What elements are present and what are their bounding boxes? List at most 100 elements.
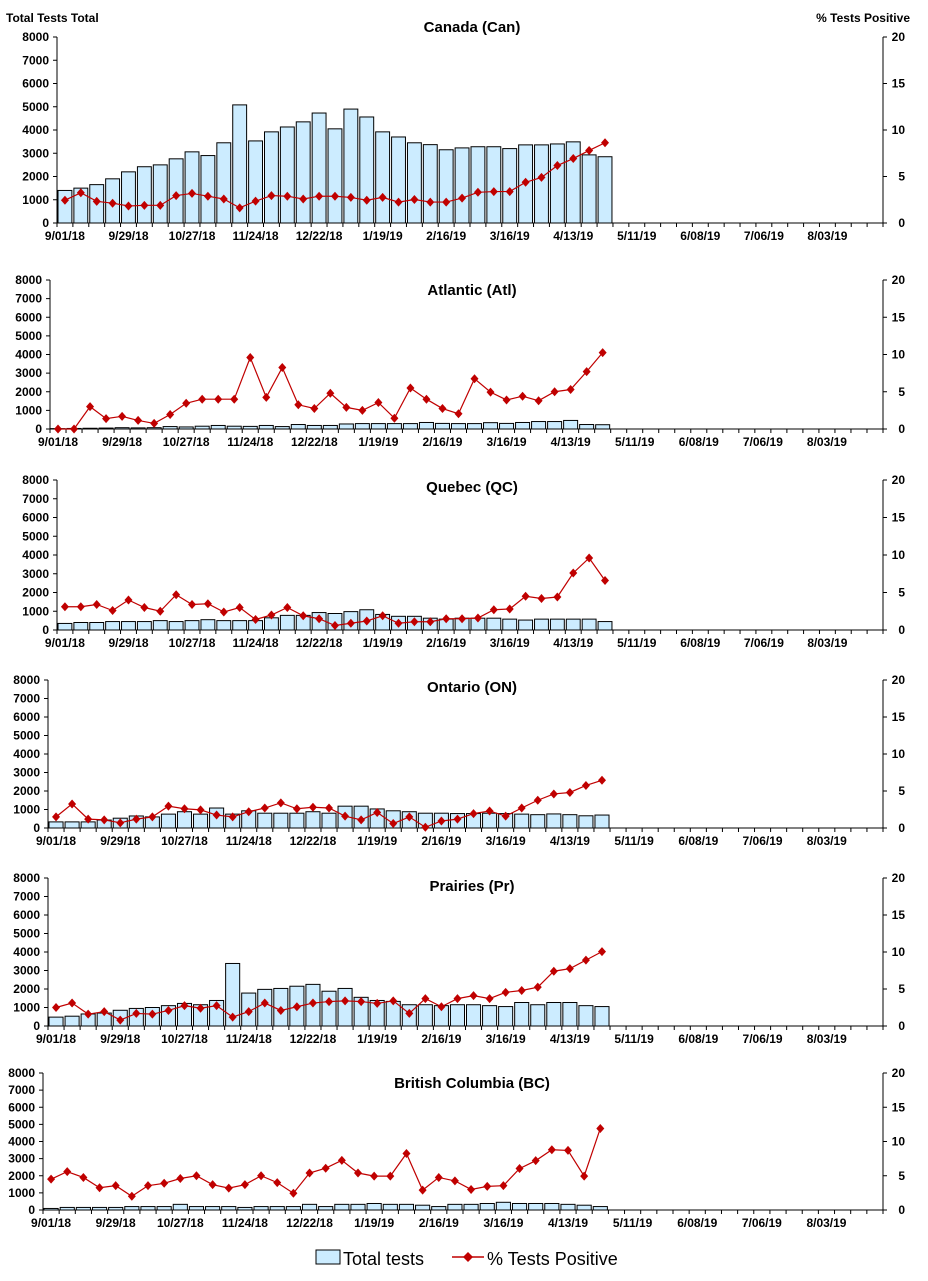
- y-tick-label-left: 6000: [22, 77, 49, 91]
- positivity-point: [148, 1009, 157, 1019]
- panel-title: British Columbia (BC): [394, 1075, 550, 1092]
- positivity-point: [140, 200, 149, 210]
- positivity-point: [92, 196, 101, 206]
- bar: [549, 143, 565, 224]
- x-tick-label: 5/11/19: [617, 636, 657, 650]
- y-tick-label-right: 5: [898, 1169, 905, 1183]
- positivity-point: [473, 613, 482, 623]
- x-tick-label: 9/01/18: [38, 435, 78, 449]
- legend-bar-swatch: [315, 1249, 341, 1265]
- positivity-point: [208, 1180, 217, 1190]
- bar: [301, 1203, 318, 1211]
- bar: [184, 151, 200, 224]
- positivity-point: [378, 611, 387, 621]
- positivity-point: [180, 804, 189, 814]
- panel-title: Prairies (Pr): [429, 878, 514, 895]
- positivity-point: [127, 1191, 136, 1201]
- positivity-point: [483, 1181, 492, 1191]
- positivity-point: [405, 1008, 414, 1018]
- bar: [417, 1004, 433, 1027]
- positivity-point: [518, 391, 527, 401]
- bar: [502, 148, 518, 224]
- positivity-point: [565, 964, 574, 974]
- bar: [482, 1005, 498, 1027]
- positivity-point: [198, 394, 207, 404]
- bar: [531, 421, 547, 430]
- bar: [184, 620, 200, 631]
- positivity-point: [144, 1181, 152, 1191]
- bar: [463, 1203, 479, 1211]
- positivity-point: [124, 201, 133, 211]
- x-tick-label: 3/16/19: [487, 435, 527, 449]
- positivity-point: [469, 809, 478, 819]
- y-tick-label-left: 6000: [8, 1100, 35, 1114]
- positivity-point: [374, 398, 383, 408]
- y-tick-label-right: 5: [898, 982, 905, 996]
- x-tick-label: 9/01/18: [45, 229, 85, 243]
- positivity-point: [299, 194, 308, 204]
- positivity-point: [453, 994, 462, 1004]
- y-tick-label-left: 8000: [13, 673, 40, 687]
- y-tick-label-right: 10: [892, 1135, 906, 1149]
- positivity-point: [176, 1173, 185, 1183]
- x-tick-label: 8/03/19: [806, 1216, 846, 1230]
- x-tick-label: 5/11/19: [614, 834, 654, 848]
- y-tick-label-left: 3000: [13, 964, 40, 978]
- positivity-point: [244, 1007, 253, 1017]
- bar: [305, 811, 321, 829]
- bar: [136, 166, 152, 224]
- bar: [375, 131, 391, 224]
- x-tick-label: 10/27/18: [161, 1032, 208, 1046]
- positivity-point: [95, 1183, 104, 1193]
- positivity-point: [601, 576, 610, 585]
- positivity-point: [549, 966, 558, 976]
- positivity-point: [422, 394, 431, 404]
- bar: [306, 424, 322, 430]
- y-tick-label-left: 0: [33, 821, 40, 835]
- positivity-point: [92, 600, 101, 609]
- y-tick-label-left: 2000: [15, 385, 42, 399]
- x-tick-label: 7/06/19: [743, 834, 783, 848]
- bar: [205, 1206, 221, 1211]
- y-tick-label-right: 20: [892, 473, 906, 487]
- y-tick-label-right: 5: [898, 170, 905, 184]
- positivity-point: [569, 154, 578, 164]
- y-tick-label-left: 7000: [8, 1083, 35, 1097]
- positivity-point: [251, 615, 260, 624]
- positivity-point: [100, 1007, 109, 1017]
- y-tick-label-left: 3000: [13, 766, 40, 780]
- positivity-point: [299, 611, 308, 621]
- positivity-point: [389, 996, 398, 1006]
- y-tick-label-right: 5: [898, 784, 905, 798]
- positivity-point: [534, 396, 543, 406]
- x-tick-label: 8/03/19: [807, 834, 847, 848]
- bar: [273, 812, 289, 829]
- bar: [549, 618, 565, 631]
- positivity-point: [362, 616, 371, 626]
- left-axis-title: Total Tests Total: [6, 11, 99, 25]
- positivity-point: [326, 388, 335, 398]
- x-tick-label: 4/13/19: [550, 1032, 590, 1046]
- y-tick-label-left: 5000: [22, 529, 49, 543]
- legend-line-label: % Tests Positive: [487, 1249, 618, 1269]
- x-tick-label: 9/29/18: [102, 435, 142, 449]
- right-axis-title: % Tests Positive: [816, 11, 910, 25]
- positivity-point: [84, 814, 93, 824]
- bar: [334, 1203, 350, 1211]
- y-tick-label-left: 1000: [13, 803, 40, 817]
- bar: [514, 813, 530, 829]
- positivity-point: [394, 197, 403, 207]
- bar: [140, 1206, 156, 1211]
- y-tick-label-left: 5000: [22, 100, 49, 114]
- y-tick-label-left: 6000: [13, 908, 40, 922]
- bar: [253, 1206, 269, 1211]
- bar: [418, 421, 434, 430]
- positivity-point: [597, 947, 606, 957]
- x-tick-label: 10/27/18: [169, 636, 216, 650]
- positivity-point: [111, 1181, 120, 1191]
- bar: [73, 622, 89, 631]
- positivity-point: [235, 203, 244, 213]
- y-tick-label-right: 0: [898, 1203, 905, 1217]
- positivity-point: [489, 187, 498, 197]
- positivity-point: [196, 805, 205, 815]
